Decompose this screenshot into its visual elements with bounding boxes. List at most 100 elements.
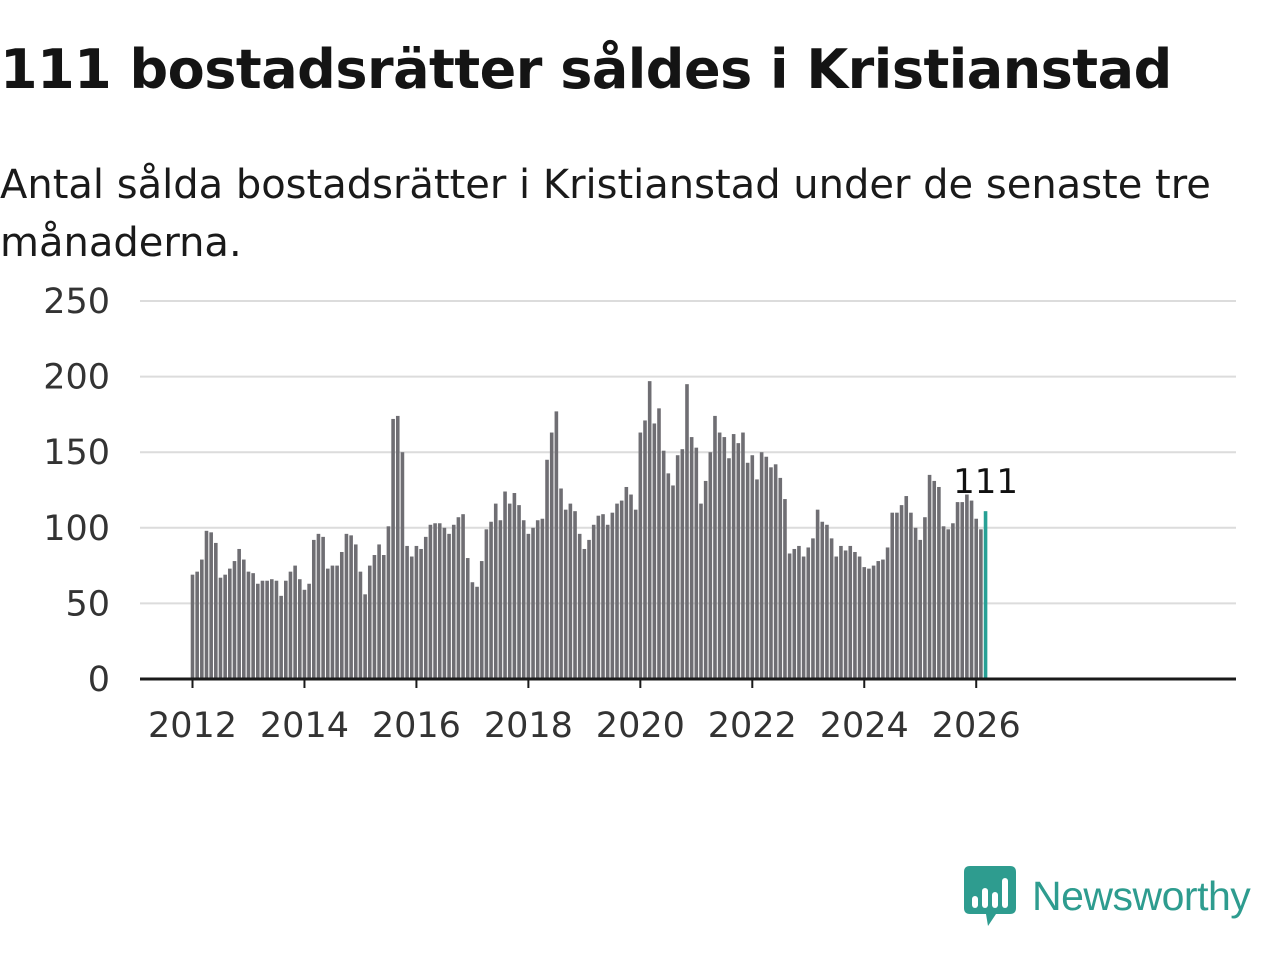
bar <box>624 486 629 679</box>
bar-chart: 0 50 100 150 200 250 2012 2014 2016 2018 2020 2022… <box>43 282 1236 746</box>
bar <box>335 565 339 679</box>
bar <box>465 558 470 679</box>
bar <box>629 494 633 679</box>
bar <box>298 579 302 679</box>
bar <box>731 434 736 679</box>
bar <box>946 529 951 679</box>
bar <box>479 561 484 679</box>
bar <box>498 520 503 679</box>
bar <box>811 538 815 679</box>
bar <box>941 526 946 679</box>
bar <box>559 488 563 679</box>
bar <box>428 524 433 679</box>
bar <box>447 533 451 679</box>
bar <box>899 505 904 679</box>
bar <box>829 538 834 679</box>
bar <box>470 582 475 679</box>
bar <box>214 542 218 679</box>
bar <box>755 479 759 679</box>
y-tick-label: 150 <box>43 433 110 473</box>
bar <box>582 548 587 679</box>
y-tick-label: 50 <box>65 584 110 624</box>
bar <box>932 480 937 679</box>
bar <box>801 556 806 679</box>
bar <box>316 533 321 679</box>
bar <box>451 524 456 679</box>
bar <box>489 521 493 679</box>
x-tick-label: 2018 <box>484 706 573 746</box>
bar <box>843 550 848 679</box>
bar <box>507 503 512 679</box>
bar <box>815 509 820 679</box>
x-tick-label: 2016 <box>372 706 461 746</box>
bar <box>228 568 232 679</box>
bar <box>643 420 647 679</box>
bar <box>825 524 829 679</box>
bar <box>349 535 353 679</box>
bar <box>358 571 363 679</box>
bars <box>190 381 988 679</box>
bar <box>750 455 755 679</box>
bar <box>787 553 792 679</box>
bar <box>806 547 811 679</box>
x-tick-label: 2024 <box>820 706 909 746</box>
bar <box>218 577 223 679</box>
bar <box>391 418 395 679</box>
bar <box>400 452 405 679</box>
bar <box>279 595 283 679</box>
bar <box>759 452 764 679</box>
bar <box>979 529 983 679</box>
bar <box>456 517 461 679</box>
bar <box>200 559 204 679</box>
bar <box>256 583 260 679</box>
bar <box>190 574 195 679</box>
brand-name: Newsworthy <box>1032 872 1251 919</box>
bar <box>596 515 601 679</box>
bar <box>727 458 731 679</box>
bar <box>204 530 209 679</box>
y-tick-label: 250 <box>43 282 110 322</box>
bar <box>610 512 615 679</box>
bar <box>633 509 638 679</box>
bar <box>433 523 437 679</box>
bar <box>871 565 876 679</box>
bar <box>708 452 713 679</box>
y-tick-label: 100 <box>43 509 110 549</box>
bar <box>675 455 680 679</box>
bar <box>764 456 769 679</box>
bar <box>834 556 839 679</box>
bar <box>419 548 423 679</box>
bar <box>652 423 657 679</box>
bar <box>923 517 927 679</box>
y-axis-labels: 0 50 100 150 200 250 <box>43 282 110 700</box>
bar <box>381 555 386 679</box>
bar <box>367 565 372 679</box>
bar <box>862 567 867 679</box>
bar <box>937 486 941 679</box>
bar <box>666 473 671 679</box>
bar <box>265 580 269 679</box>
x-tick-label: 2020 <box>596 706 685 746</box>
bar <box>848 545 853 679</box>
bar <box>307 583 311 679</box>
chart-subtitle: Antal sålda bostadsrätter i Kristianstad… <box>0 162 1211 266</box>
bar <box>974 518 979 679</box>
latest-value-label: 111 <box>953 462 1018 502</box>
bar <box>325 568 330 679</box>
bar <box>270 579 274 679</box>
brand-logo: Newsworthy <box>964 866 1251 926</box>
bar <box>955 502 960 679</box>
bar <box>769 467 773 679</box>
bar <box>493 503 498 679</box>
bar <box>736 443 741 679</box>
bar <box>535 520 540 679</box>
bar <box>587 539 591 679</box>
bar <box>209 532 213 679</box>
newsworthy-bar-chart-logo-icon <box>964 866 1016 926</box>
bar <box>531 527 535 679</box>
bar <box>722 437 727 679</box>
bar <box>372 555 377 679</box>
x-tick-label: 2012 <box>148 706 237 746</box>
bar <box>260 580 265 679</box>
bar <box>853 551 857 679</box>
